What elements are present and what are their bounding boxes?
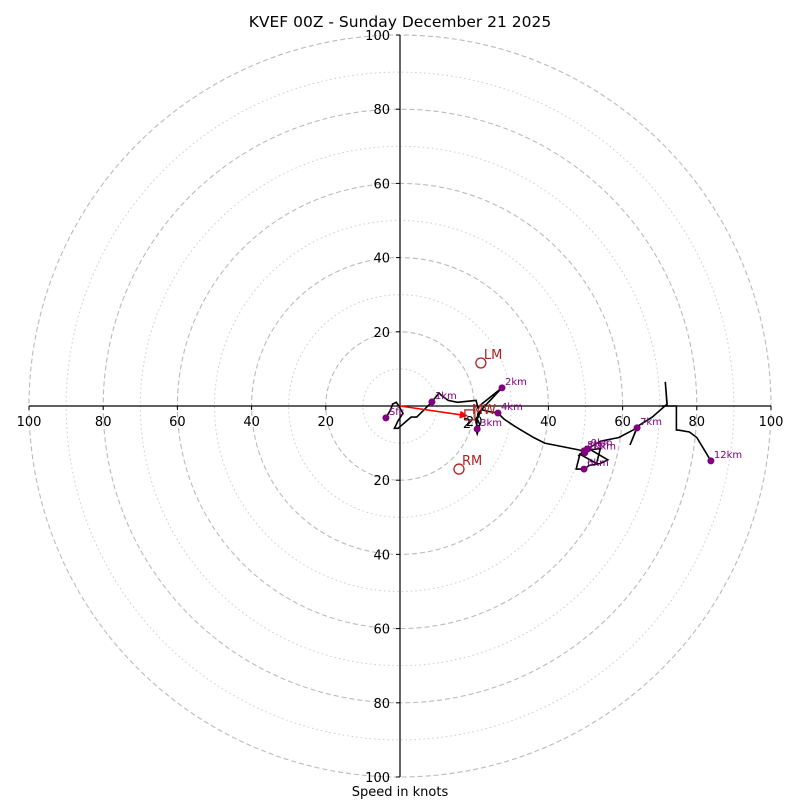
- x-axis-label: Speed in knots: [352, 785, 449, 800]
- height-marker-label: 9km: [591, 438, 613, 449]
- height-marker-dot: [473, 425, 481, 433]
- x-tick-label: 60: [614, 415, 631, 430]
- tick-labels: 100 80 60 40 20 20 40 60 80 100100806040202040608…: [17, 29, 784, 786]
- x-tick-label: 40: [243, 415, 260, 430]
- height-marker-label: 3km: [480, 418, 502, 429]
- height-marker-label: Sfc: [389, 407, 404, 418]
- y-tick-label: 20: [373, 474, 390, 489]
- lm-label: LM: [484, 348, 502, 363]
- height-marker-dot: [494, 409, 502, 417]
- height-marker-dot: [707, 457, 715, 465]
- marker-2-label: 2: [463, 417, 471, 432]
- y-tick-label: 80: [373, 697, 390, 712]
- height-marker-label: 6km: [587, 458, 609, 469]
- y-tick-label: 20: [373, 326, 390, 341]
- chart-title: KVEF 00Z - Sunday December 21 2025: [249, 13, 552, 31]
- x-tick-label: 60: [169, 415, 186, 430]
- y-tick-label: 60: [373, 623, 390, 638]
- height-marker-dot: [382, 414, 390, 422]
- y-tick-label: 60: [373, 177, 390, 192]
- height-marker-label: 1km: [435, 391, 457, 402]
- rm-label: RM: [462, 454, 482, 469]
- height-marker-label: 2km: [505, 377, 527, 388]
- height-marker-dot: [581, 449, 589, 457]
- rm-marker: [453, 463, 465, 475]
- x-tick-label: 40: [540, 415, 557, 430]
- storm-motion-markers: LM RM MW2: [399, 348, 502, 475]
- height-marker-dot: [580, 465, 588, 473]
- mw-marker: [464, 409, 476, 421]
- y-tick-label: 40: [373, 548, 390, 563]
- shear-vector-arrow: [399, 405, 468, 419]
- y-tick-label: 100: [365, 29, 390, 44]
- height-marker-label: 12km: [714, 450, 742, 461]
- wind-trace: [385, 381, 712, 470]
- wind-trace-line: [385, 381, 712, 470]
- x-tick-label: 100: [759, 415, 784, 430]
- height-marker-label: 10km: [588, 442, 616, 453]
- y-tick-label: 80: [373, 103, 390, 118]
- x-tick-label: 80: [95, 415, 112, 430]
- height-marker-label: 7km: [640, 417, 662, 428]
- mw-label: MW: [472, 403, 496, 418]
- height-marker-dot: [428, 398, 436, 406]
- y-tick-label: 100: [365, 771, 390, 786]
- height-marker-dot: [498, 384, 506, 392]
- lm-marker: [475, 357, 487, 369]
- height-marker-label: 8km: [587, 440, 609, 451]
- height-marker-dot: [633, 424, 641, 432]
- x-tick-label: 20: [318, 415, 335, 430]
- height-marker-label: 4km: [501, 402, 523, 413]
- x-tick-label: 100: [17, 415, 42, 430]
- x-tick-label: 80: [689, 415, 706, 430]
- y-tick-label: 40: [373, 252, 390, 267]
